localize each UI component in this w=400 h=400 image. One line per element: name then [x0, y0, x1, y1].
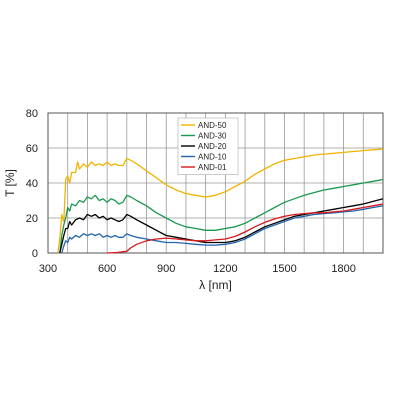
plot-frame — [47, 112, 384, 254]
y-axis-label: T [%] — [3, 169, 17, 197]
legend-label: AND-20 — [198, 142, 227, 151]
series-line-and-50 — [57, 148, 384, 254]
y-tick-label: 0 — [32, 248, 38, 260]
legend-label: AND-10 — [198, 153, 227, 162]
x-axis-label: λ [nm] — [199, 278, 232, 292]
x-tick-label: 600 — [98, 263, 116, 275]
x-tick-label: 1500 — [272, 263, 296, 275]
x-tick-label: 900 — [157, 263, 175, 275]
y-tick-label: 20 — [26, 213, 38, 225]
series-line-and-30 — [59, 178, 384, 254]
grid-lines — [48, 113, 383, 253]
x-tick-labels: 300 600 900 1200 1500 1800 — [39, 263, 356, 275]
series-line-and-01 — [107, 203, 384, 254]
x-tick-label: 1800 — [331, 263, 355, 275]
legend-label: AND-01 — [198, 163, 227, 172]
y-tick-label: 80 — [26, 108, 38, 120]
y-tick-labels: 0 20 40 60 80 — [26, 108, 38, 260]
x-tick-label: 300 — [39, 263, 57, 275]
legend-label: AND-50 — [198, 121, 227, 130]
y-tick-label: 60 — [26, 143, 38, 155]
y-tick-label: 40 — [26, 178, 38, 190]
x-tick-label: 1200 — [213, 263, 237, 275]
series-line-and-10 — [61, 205, 384, 254]
series-line-and-20 — [59, 198, 384, 254]
series-lines — [57, 148, 384, 254]
legend-label: AND-30 — [198, 132, 227, 141]
